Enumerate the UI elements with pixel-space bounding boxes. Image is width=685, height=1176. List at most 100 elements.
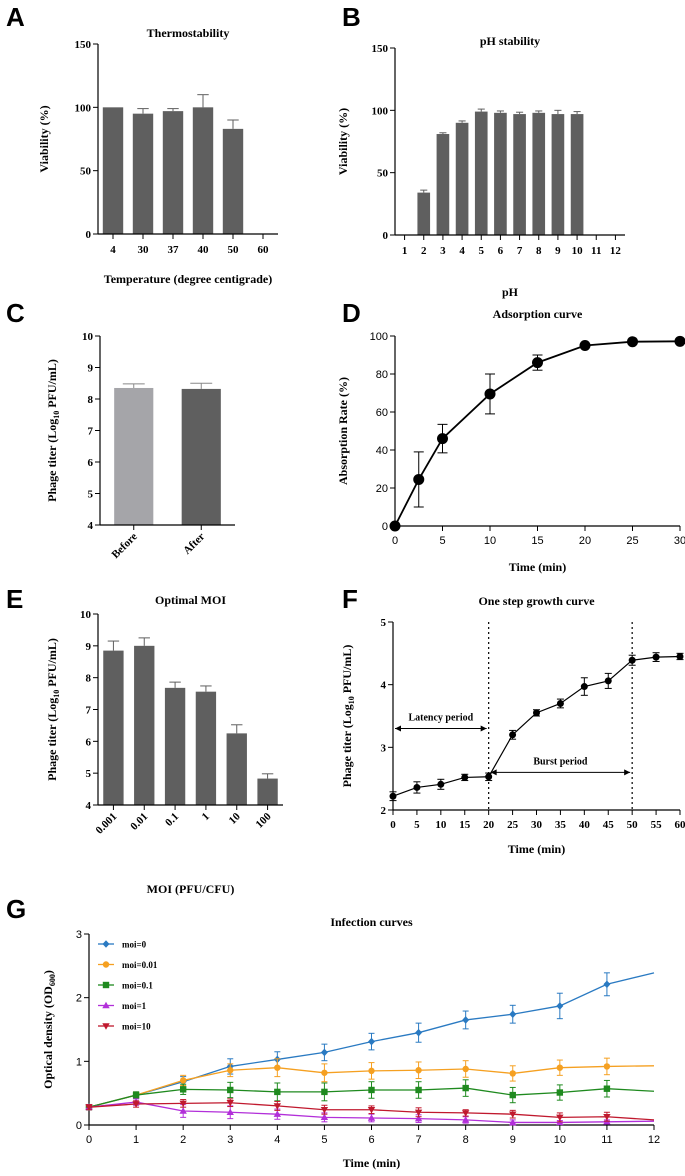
chart-g-series-moi-0-data-point — [415, 1028, 423, 1037]
chart-f-ytick-label: 2 — [381, 805, 387, 817]
chart-a-title: Thermostability — [147, 26, 230, 40]
chart-b-xtick-label: 6 — [498, 245, 504, 257]
chart-d-data-point — [413, 473, 425, 485]
chart-e-ytick-label: 6 — [86, 736, 92, 748]
chart-g-ylabel: Optical density (OD600) — [41, 970, 57, 1089]
chart-g-series-moi-10-data-point — [509, 1111, 517, 1118]
chart-c-ytick-label: 10 — [82, 331, 94, 343]
chart-g-series-moi-0-1-data-point — [415, 1086, 422, 1094]
chart-d-data-point — [389, 520, 401, 532]
chart-f-annotation-label: Latency period — [408, 713, 473, 724]
chart-d-ytick-label: 100 — [370, 331, 388, 343]
chart-f-data-point — [413, 783, 421, 791]
chart-a-ytick-label: 0 — [86, 229, 92, 241]
chart-d-xtick-label: 0 — [392, 535, 398, 547]
chart-g-ytick-label: 3 — [76, 929, 82, 941]
chart-f-title: One step growth curve — [478, 594, 595, 608]
chart-e-ylabel: Phage titer (Log10 PFU/mL) — [45, 638, 61, 781]
chart-a-xtick-label: 40 — [198, 244, 210, 256]
chart-d: 0 5 10 15 20 25 30 0 20 40 60 80 100 Absorption Rate … — [336, 307, 685, 574]
chart-b-xtick-label: 9 — [555, 245, 561, 257]
chart-e-ytick-label: 5 — [86, 768, 92, 780]
chart-g-xtick-label: 10 — [554, 1134, 566, 1146]
chart-f-ytick-label: 5 — [381, 617, 387, 629]
chart-f-xtick-label: 5 — [414, 819, 420, 831]
chart-g-series-moi-1-data-point — [226, 1108, 234, 1115]
chart-g-series-moi-10-data-point — [85, 1104, 93, 1111]
chart-c-xtick-label: After — [181, 531, 207, 557]
chart-e-bar — [226, 733, 247, 805]
chart-f-arrowhead — [490, 769, 497, 776]
chart-f-data-point — [652, 653, 660, 661]
chart-g-series-moi-10-data-point — [226, 1100, 234, 1107]
chart-b-xtick-label: 5 — [479, 245, 485, 257]
chart-g-ytick-label: 1 — [76, 1056, 82, 1068]
chart-e-xtick-label: 100 — [254, 810, 275, 831]
chart-g-series-moi-0-01-data-point — [179, 1077, 187, 1084]
chart-g-series-moi-0-01-data-point — [415, 1067, 422, 1074]
chart-g-series-moi-0-1-data-point — [132, 1091, 140, 1099]
chart-f-xtick-label: 30 — [531, 819, 543, 831]
panel-label-f: F — [342, 584, 358, 614]
chart-e-ytick-label: 4 — [86, 800, 92, 812]
chart-g-series-moi-0-01-data-point — [462, 1065, 469, 1073]
chart-f-data-point — [580, 683, 588, 691]
chart-g-xtick-label: 11 — [601, 1134, 612, 1146]
chart-d-ytick-label: 80 — [376, 369, 388, 381]
chart-f-data-point — [676, 652, 684, 660]
chart-b-bar — [513, 114, 526, 235]
chart-e-ytick-label: 10 — [80, 609, 92, 621]
chart-c-ytick-label: 8 — [88, 394, 94, 406]
chart-e-xtick-label: 10 — [227, 810, 244, 827]
chart-d-data-point — [674, 335, 685, 347]
chart-d-xlabel: Time (min) — [509, 560, 566, 574]
chart-a: 4 30 37 40 50 60 0 50 100 150 Viability (%) Thermos… — [37, 26, 278, 286]
chart-g-series-moi-1-legend-marker — [102, 1001, 110, 1009]
chart-f-ylabel: Phage titer (Log10 PFU/mL) — [340, 645, 356, 788]
chart-b-bar — [551, 114, 565, 235]
chart-e: 0.001 0.01 0.1 1 10 100 4 5 6 7 8 9 10 Phage titer (L… — [45, 593, 283, 896]
chart-c-ytick-label: 9 — [88, 363, 94, 375]
chart-g-series-moi-0-01-data-point — [509, 1070, 516, 1077]
chart-g-series-moi-0-1-legend-marker — [102, 981, 110, 989]
chart-g-series-moi-0-01-data-point — [368, 1067, 375, 1075]
chart-c-ytick-label: 6 — [88, 457, 94, 469]
chart-b-bar — [436, 134, 450, 235]
chart-g-series-moi-0-1-data-point — [462, 1084, 469, 1092]
chart-d-ytick-label: 60 — [376, 407, 388, 419]
chart-g-series-moi-1-data-point — [509, 1118, 517, 1126]
chart-f-arrowhead — [395, 725, 401, 732]
chart-a-bar — [132, 113, 154, 234]
chart-f-xtick-label: 35 — [555, 819, 567, 831]
panel-label-c: C — [6, 298, 25, 328]
chart-f-xtick-label: 55 — [651, 819, 663, 831]
chart-c-bar — [114, 387, 154, 525]
chart-c: Before After 4 5 6 7 8 9 10 Phage titer (Log10 PF… — [45, 331, 235, 561]
chart-g-xtick-label: 9 — [510, 1134, 516, 1146]
chart-f-xtick-label: 10 — [435, 819, 447, 831]
chart-g-series-moi-0-01-data-point — [321, 1069, 328, 1076]
chart-e-bar — [195, 691, 217, 805]
panel-label-d: D — [342, 298, 361, 328]
chart-g-title: Infection curves — [330, 915, 413, 929]
chart-f-arrowhead — [624, 769, 631, 776]
panel-label-a: A — [6, 2, 25, 32]
chart-e-ytick-label: 7 — [86, 705, 92, 717]
chart-e-ytick-label: 8 — [86, 673, 92, 685]
chart-b-ytick-label: 150 — [372, 43, 389, 55]
chart-f-data-point — [437, 780, 445, 788]
chart-g-series-moi-10-legend-marker — [102, 1023, 110, 1030]
chart-a-xlabel: Temperature (degree centigrade) — [104, 272, 272, 286]
chart-f-arrowhead — [480, 725, 487, 732]
chart-g-series-moi-0-data-point — [509, 1010, 517, 1019]
chart-f-data-point — [556, 699, 564, 707]
chart-b-title: pH stability — [480, 34, 540, 48]
chart-a-xtick-label: 4 — [110, 244, 116, 256]
chart-g-series-moi-0-1-data-point — [603, 1085, 611, 1092]
chart-b-xtick-label: 3 — [440, 245, 446, 257]
chart-g-series-moi-10-data-point — [132, 1101, 140, 1108]
chart-g-series-moi-10-data-point — [367, 1107, 376, 1114]
chart-d-ytick-label: 0 — [382, 521, 388, 533]
